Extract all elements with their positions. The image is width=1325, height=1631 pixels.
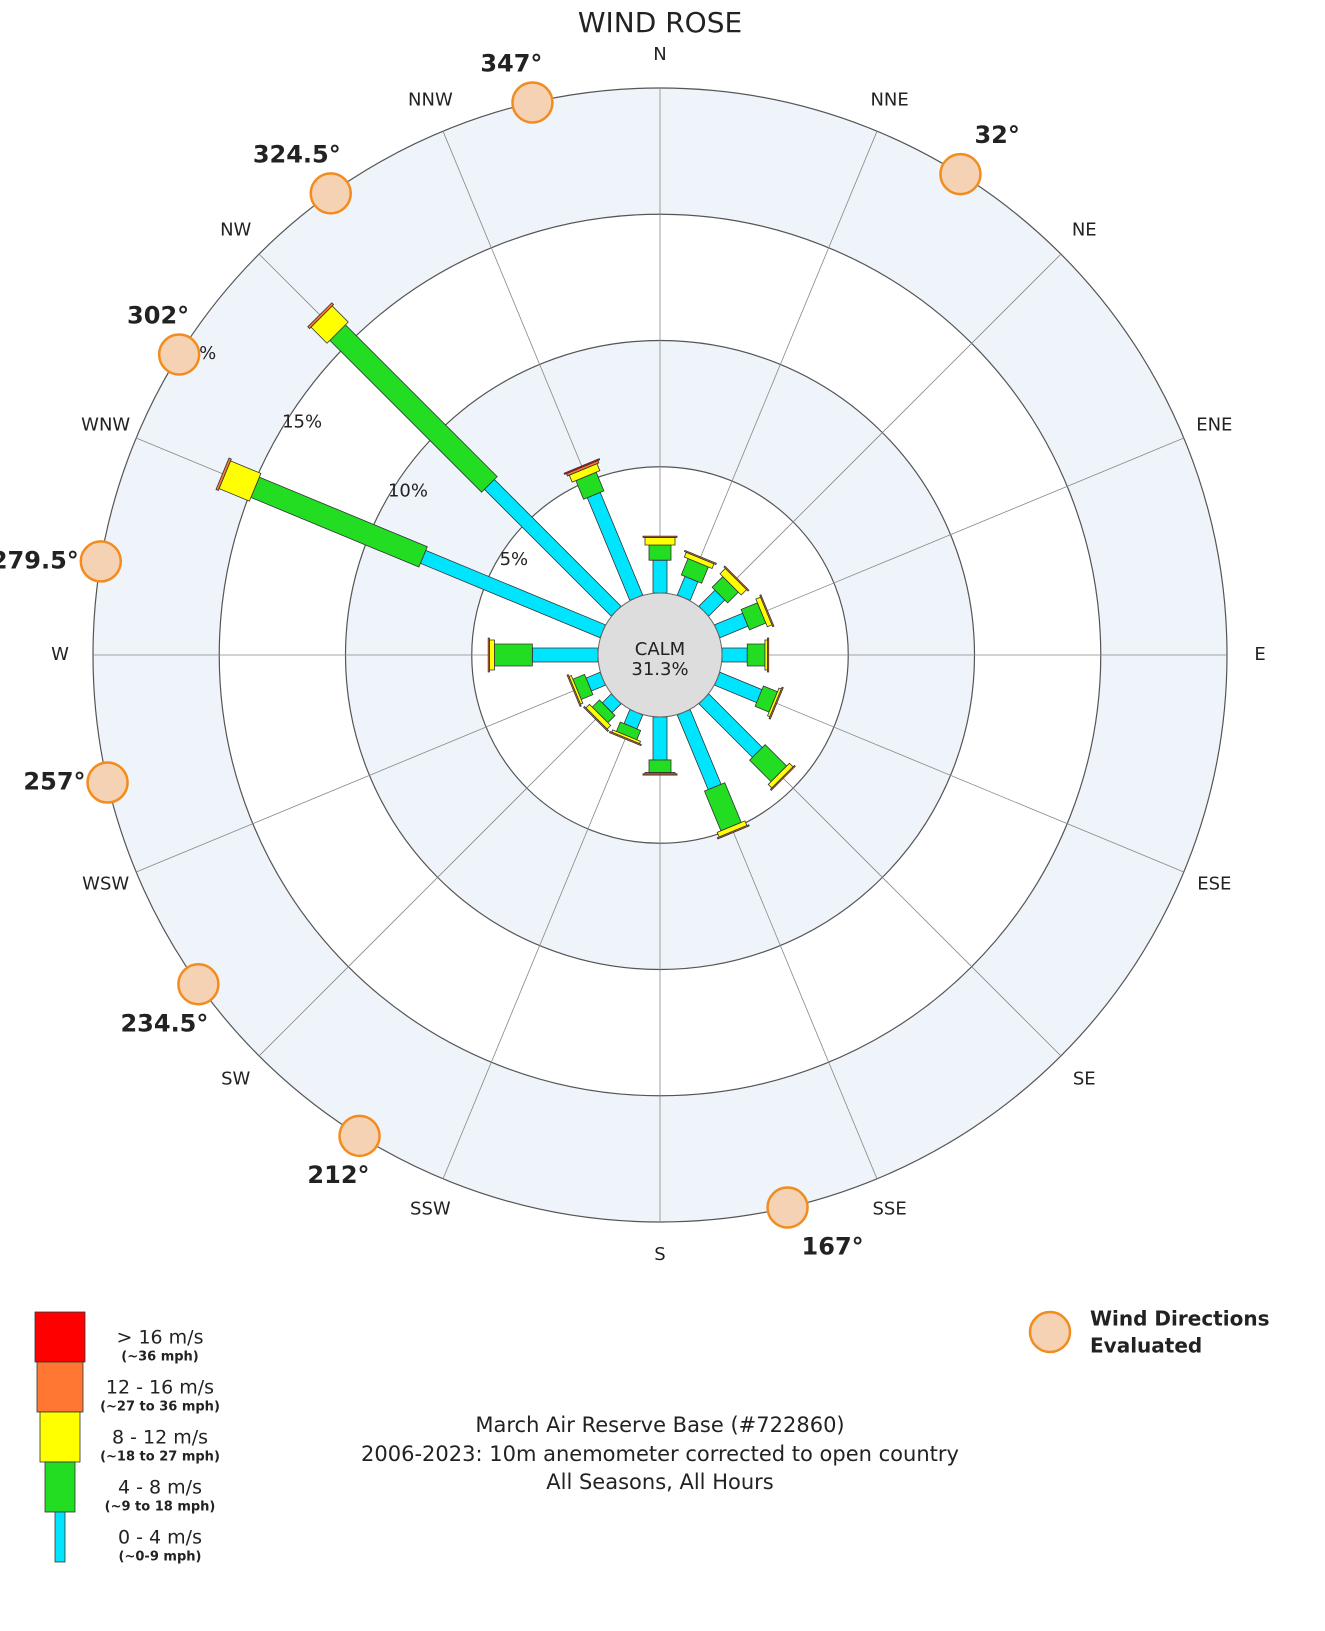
wind-bar	[487, 637, 490, 673]
wind-bar	[759, 594, 775, 628]
legend-sublabel: (~36 mph)	[121, 1350, 199, 1365]
evaluated-label: 257°	[23, 768, 85, 796]
evaluated-marker	[157, 333, 201, 376]
evaluated-marker	[177, 963, 220, 1006]
legend-label: 12 - 16 m/s	[106, 1377, 214, 1399]
wind-bar	[683, 549, 717, 566]
direction-label: S	[654, 1244, 665, 1265]
legend-sublabel: (~0-9 mph)	[119, 1550, 202, 1565]
wind-bar	[531, 647, 599, 663]
wind-bar	[608, 730, 642, 747]
evaluated-marker	[79, 540, 123, 583]
evaluated-label: 32°	[974, 121, 1019, 149]
direction-label: WSW	[82, 874, 129, 895]
legend-label: 4 - 8 m/s	[118, 1477, 202, 1499]
legend-swatch	[36, 1361, 84, 1413]
evaluated-marker	[86, 761, 129, 804]
evaluated-marker	[338, 1114, 381, 1158]
evaluated-label: 279.5°	[0, 546, 79, 574]
legend-label: > 16 m/s	[117, 1327, 204, 1349]
legend-label: 8 - 12 m/s	[112, 1427, 208, 1449]
legend-sublabel: (~9 to 18 mph)	[105, 1500, 216, 1515]
ring-label: 15%	[282, 412, 322, 433]
direction-label: N	[653, 44, 666, 65]
sector-line	[258, 698, 617, 1057]
direction-label: WNW	[81, 414, 130, 435]
evaluated-marker	[511, 81, 554, 124]
wind-bar	[746, 643, 766, 667]
wind-bar	[716, 824, 750, 840]
wind-bar	[642, 535, 678, 538]
direction-label: NNW	[408, 90, 453, 111]
footer: March Air Reserve Base (#722860)	[475, 1413, 844, 1437]
evaluated-legend-marker	[1028, 1310, 1072, 1354]
evaluated-label: 234.5°	[120, 1009, 208, 1037]
wind-bar	[644, 537, 676, 546]
wind-bar	[652, 716, 668, 761]
direction-label: ENE	[1196, 414, 1232, 435]
ring-label: 10%	[388, 480, 428, 501]
wind-bar	[215, 457, 232, 491]
calm-value: 31.3%	[631, 659, 688, 680]
direction-label: SE	[1073, 1068, 1096, 1089]
sector-line	[442, 712, 637, 1179]
sector-line	[683, 131, 878, 598]
wind-bar	[642, 773, 678, 776]
direction-label: NNE	[870, 90, 908, 111]
wind-bar	[566, 674, 582, 708]
wind-bar	[767, 637, 770, 673]
direction-label: SSE	[872, 1198, 906, 1219]
direction-label: ESE	[1197, 874, 1231, 895]
wind-bar	[721, 647, 748, 663]
legend-sublabel: (~18 to 27 mph)	[100, 1450, 220, 1465]
wind-bar	[768, 686, 784, 720]
calm-circle	[597, 592, 723, 718]
ring-label: 5%	[500, 549, 529, 570]
calm-label: CALM	[635, 639, 685, 660]
evaluated-label: 212°	[307, 1161, 369, 1189]
wind-bar	[648, 759, 672, 773]
evaluated-label: 302°	[127, 302, 189, 330]
evaluated-marker	[766, 1186, 809, 1229]
evaluated-legend: Wind Directions	[1090, 1307, 1269, 1331]
wind-bar	[648, 544, 672, 561]
wind-bar	[769, 764, 796, 791]
direction-label: SW	[221, 1068, 250, 1089]
evaluated-marker	[309, 172, 352, 215]
evaluated-label: 167°	[802, 1232, 864, 1260]
footer: All Seasons, All Hours	[546, 1470, 773, 1494]
legend-label: 0 - 4 m/s	[118, 1527, 202, 1549]
evaluated-label: 324.5°	[253, 140, 341, 168]
direction-label: SSW	[410, 1198, 451, 1219]
direction-label: W	[51, 644, 69, 665]
chart-title: WIND ROSE	[578, 6, 742, 39]
direction-label: NW	[220, 220, 251, 241]
legend-swatch	[44, 1461, 76, 1513]
direction-label: E	[1254, 644, 1265, 665]
wind-bar	[494, 643, 533, 667]
wind-bar	[723, 565, 750, 592]
legend-swatch	[39, 1411, 81, 1463]
sector-line	[717, 437, 1184, 632]
wind-bar	[563, 458, 601, 475]
legend-sublabel: (~27 to 36 mph)	[100, 1400, 220, 1415]
evaluated-label: 347°	[480, 50, 542, 78]
sector-line	[703, 253, 1062, 612]
evaluated-marker	[939, 152, 982, 196]
sector-line	[136, 678, 603, 873]
wind-bar	[489, 639, 495, 671]
sector-line	[717, 678, 1184, 873]
evaluated-legend: Evaluated	[1090, 1334, 1202, 1358]
wind-bar	[583, 705, 610, 732]
legend-swatch	[54, 1511, 66, 1563]
wind-bar	[307, 302, 335, 330]
footer: 2006-2023: 10m anemometer corrected to o…	[361, 1442, 959, 1466]
direction-label: NE	[1072, 220, 1097, 241]
wind-bar	[652, 559, 668, 594]
legend-swatch	[34, 1311, 86, 1363]
